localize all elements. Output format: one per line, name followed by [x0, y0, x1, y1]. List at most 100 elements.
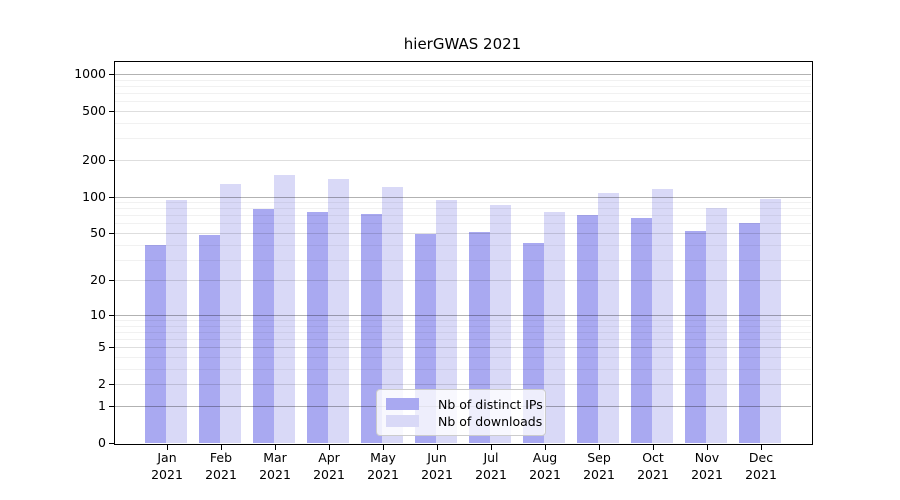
x-tick-label-year: 2021	[691, 466, 723, 482]
gridline-7	[114, 331, 811, 333]
y-tick-label-1000: 1000	[74, 66, 106, 81]
gridline-700	[114, 93, 811, 94]
gridline-50	[114, 233, 811, 234]
y-tick-label-200: 200	[82, 151, 106, 167]
y-tick-10	[109, 314, 114, 316]
gridline-400	[114, 122, 811, 124]
x-tick-label-jul: Jul 2021	[463, 450, 519, 483]
bar-downloads-oct	[652, 189, 673, 443]
gridline-10	[114, 314, 811, 316]
bar-ips-dec	[739, 222, 760, 443]
bar-ips-apr	[307, 211, 328, 443]
chart-title: hierGWAS 2021	[403, 35, 522, 53]
x-tick-label-month: Jan	[157, 450, 177, 465]
gridline-6	[114, 339, 811, 341]
x-tick-label-aug: Aug 2021	[517, 450, 573, 483]
gridline-60	[114, 223, 811, 225]
x-tick-label-month: Jun	[427, 450, 447, 465]
x-tick-label-nov: Nov 2021	[679, 450, 735, 483]
x-tick-jan	[167, 445, 168, 450]
x-tick-label-year: 2021	[583, 466, 615, 482]
y-tick-2	[109, 384, 114, 386]
legend: Nb of distinct IPs Nb of downloads	[376, 389, 546, 436]
x-tick-label-year: 2021	[313, 466, 345, 482]
x-tick-nov	[707, 445, 708, 450]
x-tick-label-month: Aug	[532, 450, 558, 465]
gridline-600	[114, 101, 811, 103]
gridline-30	[114, 259, 811, 261]
gridline-200	[114, 159, 811, 161]
x-tick-may	[383, 445, 384, 450]
x-tick-label-month: Apr	[318, 450, 340, 465]
x-tick-label-month: May	[370, 450, 396, 465]
bar-downloads-mar	[274, 175, 295, 443]
x-tick-sep	[599, 445, 600, 450]
gridline-2	[114, 384, 811, 386]
x-tick-label-month: Sep	[587, 450, 611, 465]
y-tick-50	[109, 233, 114, 234]
gridline-9	[114, 320, 811, 321]
x-tick-aug	[545, 445, 546, 450]
legend-label-distinct-ips: Nb of distinct IPs	[438, 396, 543, 412]
gridline-4	[114, 357, 811, 358]
x-tick-label-apr: Apr 2021	[301, 450, 357, 483]
x-tick-label-dec: Dec 2021	[733, 450, 789, 483]
bar-ips-nov	[685, 230, 706, 443]
x-tick-label-year: 2021	[367, 466, 399, 482]
x-tick-oct	[653, 445, 654, 450]
x-tick-label-month: Mar	[263, 450, 287, 465]
gridline-1000	[114, 74, 811, 75]
bar-downloads-jun	[436, 199, 457, 443]
y-tick-label-50: 50	[90, 225, 106, 240]
y-tick-label-20: 20	[90, 272, 106, 288]
x-tick-label-year: 2021	[475, 466, 507, 482]
y-tick-label-10: 10	[90, 306, 106, 322]
bar-downloads-feb	[220, 183, 241, 443]
x-tick-label-month: Nov	[694, 450, 720, 465]
x-tick-label-mar: Mar 2021	[247, 450, 303, 483]
x-tick-label-month: Oct	[642, 450, 664, 465]
bar-downloads-apr	[328, 178, 349, 443]
y-tick-1000	[109, 74, 114, 75]
x-tick-label-month: Jul	[483, 450, 499, 465]
gridline-20	[114, 280, 811, 282]
legend-row-downloads: Nb of downloads	[386, 413, 542, 429]
y-tick-5	[109, 347, 114, 349]
x-tick-label-month: Dec	[748, 450, 774, 465]
gridline-5	[114, 347, 811, 349]
bar-ips-oct	[631, 218, 652, 443]
gridline-40	[114, 244, 811, 246]
gridline-500	[114, 111, 811, 112]
y-tick-20	[109, 280, 114, 282]
x-tick-label-year: 2021	[259, 466, 291, 482]
bar-ips-feb	[199, 235, 220, 443]
x-tick-label-may: May 2021	[355, 450, 411, 483]
x-tick-label-year: 2021	[151, 466, 183, 482]
y-tick-200	[109, 159, 114, 161]
x-tick-label-sep: Sep 2021	[571, 450, 627, 483]
x-tick-label-feb: Feb 2021	[193, 450, 249, 483]
bar-ips-may	[361, 213, 382, 443]
x-tick-feb	[221, 445, 222, 450]
gridline-80	[114, 208, 811, 210]
y-tick-label-500: 500	[82, 103, 106, 118]
x-tick-label-year: 2021	[529, 466, 561, 482]
gridline-70	[114, 215, 811, 217]
y-tick-500	[109, 111, 114, 112]
bar-ips-mar	[253, 209, 274, 443]
x-tick-label-year: 2021	[205, 466, 237, 482]
x-tick-label-month: Feb	[209, 450, 233, 465]
y-tick-1	[109, 406, 114, 407]
legend-swatch-distinct-ips	[386, 398, 419, 410]
y-tick-100	[109, 196, 114, 198]
bar-downloads-nov	[706, 208, 727, 443]
y-tick-label-100: 100	[82, 188, 106, 204]
bar-downloads-may	[382, 187, 403, 443]
bar-ips-jan	[145, 244, 166, 443]
x-tick-apr	[329, 445, 330, 450]
legend-label-downloads: Nb of downloads	[438, 413, 543, 429]
x-tick-label-jan: Jan 2021	[139, 450, 195, 483]
y-tick-label-2: 2	[98, 376, 106, 392]
bar-downloads-dec	[760, 199, 781, 443]
